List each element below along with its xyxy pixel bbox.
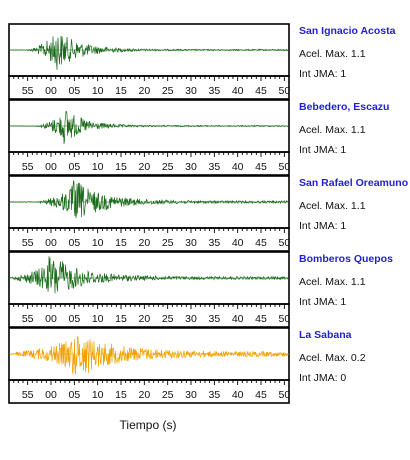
tick-label: 35 xyxy=(208,85,220,97)
tick-label: 05 xyxy=(68,161,80,173)
tick-label: 10 xyxy=(92,237,104,249)
tick-label: 40 xyxy=(232,237,244,249)
tick-label: 10 xyxy=(92,313,104,325)
tick-label: 35 xyxy=(208,161,220,173)
jma-intensity-label: Int JMA: 0 xyxy=(299,372,347,384)
tick-label: 20 xyxy=(138,237,150,249)
station-name: San Ignacio Acosta xyxy=(299,25,396,37)
waveform-trace xyxy=(9,35,289,70)
station-panel: 55 00 05 10 15 20 25 30 35 40 45 50 xyxy=(8,327,290,404)
tick-label: 05 xyxy=(68,85,80,97)
tick-label: 45 xyxy=(255,389,267,401)
tick-label: 05 xyxy=(68,313,80,325)
tick-label: 55 xyxy=(22,161,34,173)
acel-max-label: Acel. Max. 1.1 xyxy=(299,48,366,60)
tick-label: 55 xyxy=(22,313,34,325)
waveform-trace xyxy=(9,335,289,375)
acel-max-label: Acel. Max. 1.1 xyxy=(299,276,366,288)
tick-label: 20 xyxy=(138,85,150,97)
tick-label: 35 xyxy=(208,313,220,325)
tick-label: 25 xyxy=(162,161,174,173)
tick-label: 15 xyxy=(115,161,127,173)
tick-label: 20 xyxy=(138,313,150,325)
tick-label: 55 xyxy=(22,389,34,401)
station-panel: 55 00 05 10 15 20 25 30 35 40 45 50 xyxy=(8,175,290,252)
acel-max-label: Acel. Max. 1.1 xyxy=(299,124,366,136)
tick-label: 40 xyxy=(232,389,244,401)
waveform-trace xyxy=(9,179,289,219)
tick-label: 50 xyxy=(278,161,290,173)
station-panel: 55 00 05 10 15 20 25 30 35 40 45 50 xyxy=(8,251,290,328)
tick-label: 20 xyxy=(138,161,150,173)
tick-label: 40 xyxy=(232,85,244,97)
tick-label: 00 xyxy=(45,313,57,325)
tick-label: 30 xyxy=(185,85,197,97)
tick-label: 50 xyxy=(278,389,290,401)
tick-label: 40 xyxy=(232,161,244,173)
tick-label: 25 xyxy=(162,237,174,249)
tick-label: 45 xyxy=(255,85,267,97)
jma-intensity-label: Int JMA: 1 xyxy=(299,144,347,156)
tick-label: 45 xyxy=(255,237,267,249)
acel-max-label: Acel. Max. 1.1 xyxy=(299,200,366,212)
tick-label: 40 xyxy=(232,313,244,325)
tick-label: 05 xyxy=(68,237,80,249)
tick-label: 25 xyxy=(162,313,174,325)
jma-intensity-label: Int JMA: 1 xyxy=(299,68,347,80)
tick-label: 10 xyxy=(92,85,104,97)
tick-label: 15 xyxy=(115,85,127,97)
tick-label: 00 xyxy=(45,237,57,249)
tick-label: 30 xyxy=(185,313,197,325)
station-name: La Sabana xyxy=(299,329,352,341)
waveform-trace xyxy=(10,110,289,145)
tick-label: 25 xyxy=(162,389,174,401)
station-name: Bebedero, Escazu xyxy=(299,101,390,113)
tick-label: 30 xyxy=(185,389,197,401)
tick-label: 50 xyxy=(278,313,290,325)
tick-label: 00 xyxy=(45,389,57,401)
tick-label: 15 xyxy=(115,389,127,401)
jma-intensity-label: Int JMA: 1 xyxy=(299,296,347,308)
tick-label: 30 xyxy=(185,161,197,173)
jma-intensity-label: Int JMA: 1 xyxy=(299,220,347,232)
tick-label: 05 xyxy=(68,389,80,401)
tick-label: 55 xyxy=(22,237,34,249)
tick-label: 10 xyxy=(92,161,104,173)
tick-label: 00 xyxy=(45,85,57,97)
station-panel: 55 00 05 10 15 20 25 30 35 40 45 50 xyxy=(8,23,290,100)
tick-label: 50 xyxy=(278,85,290,97)
tick-label: 55 xyxy=(22,85,34,97)
tick-label: 45 xyxy=(255,161,267,173)
station-name: San Rafael Oreamuno xyxy=(299,177,409,189)
tick-label: 20 xyxy=(138,389,150,401)
waveform-trace xyxy=(9,256,289,294)
tick-label: 10 xyxy=(92,389,104,401)
tick-label: 45 xyxy=(255,313,267,325)
station-name: Bomberos Quepos xyxy=(299,253,393,265)
tick-label: 25 xyxy=(162,85,174,97)
tick-label: 00 xyxy=(45,161,57,173)
tick-label: 50 xyxy=(278,237,290,249)
tick-label: 30 xyxy=(185,237,197,249)
tick-label: 35 xyxy=(208,389,220,401)
tick-label: 15 xyxy=(115,313,127,325)
tick-label: 35 xyxy=(208,237,220,249)
acel-max-label: Acel. Max. 0.2 xyxy=(299,352,366,364)
station-panel: 55 00 05 10 15 20 25 30 35 40 45 50 xyxy=(8,99,290,176)
tick-label: 15 xyxy=(115,237,127,249)
x-axis-label: Tiempo (s) xyxy=(120,418,177,432)
